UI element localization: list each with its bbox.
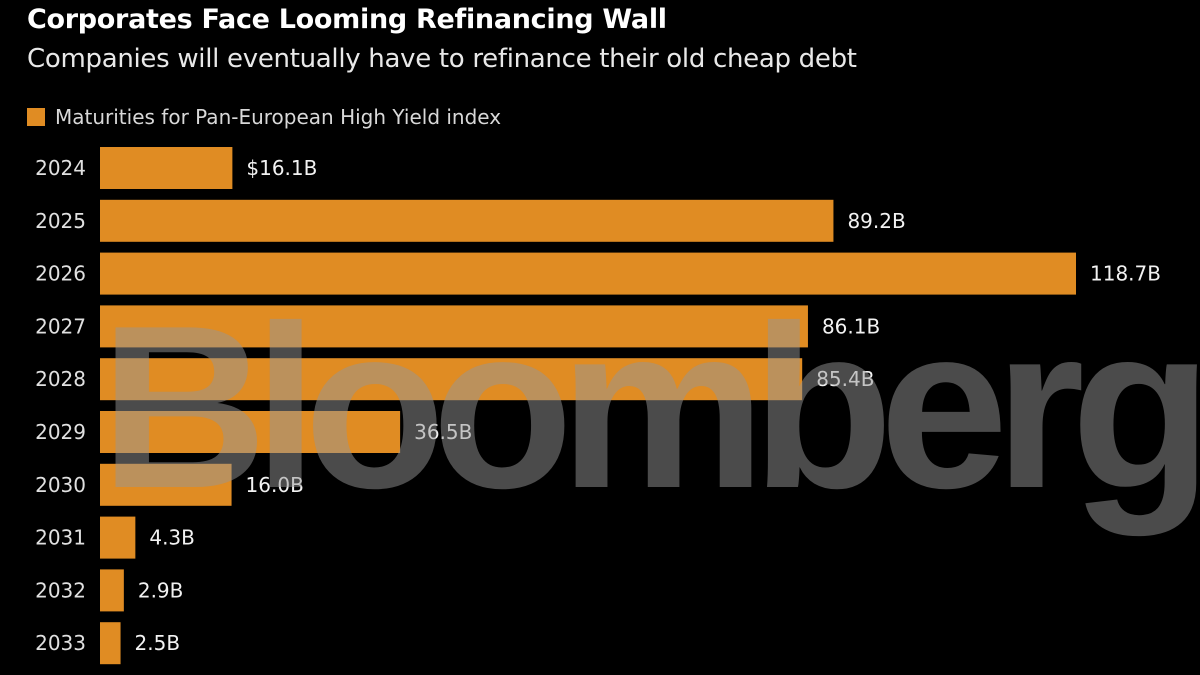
y-tick-label: 2028: [35, 367, 86, 391]
y-tick-label: 2027: [35, 314, 86, 338]
data-label: 36.5B: [414, 420, 472, 444]
data-label: 89.2B: [847, 209, 905, 233]
data-label: $16.1B: [246, 156, 317, 180]
y-tick-label: 2030: [35, 473, 86, 497]
legend-swatch: [27, 108, 45, 126]
bar-2030: [100, 463, 232, 506]
data-label: 2.5B: [135, 631, 181, 655]
data-label: 16.0B: [246, 473, 304, 497]
bar-2024: [100, 147, 233, 189]
chart-subtitle: Companies will eventually have to refina…: [27, 44, 857, 74]
bar-2027: [100, 305, 808, 348]
data-label: 85.4B: [816, 367, 874, 391]
y-tick-label: 2029: [35, 420, 86, 444]
y-tick-label: 2025: [35, 209, 86, 233]
data-label: 118.7B: [1090, 262, 1161, 286]
legend-label: Maturities for Pan-European High Yield i…: [55, 105, 502, 129]
chart-title: Corporates Face Looming Refinancing Wall: [27, 4, 667, 35]
y-tick-label: 2031: [35, 526, 86, 550]
y-tick-label: 2024: [35, 156, 86, 180]
data-label: 86.1B: [822, 314, 880, 338]
data-label: 4.3B: [149, 526, 195, 550]
y-tick-label: 2032: [35, 578, 86, 602]
y-tick-label: 2026: [35, 262, 86, 286]
y-tick-label: 2033: [35, 631, 86, 655]
bar-2032: [100, 569, 124, 612]
bar-2031: [100, 516, 136, 559]
legend: Maturities for Pan-European High Yield i…: [27, 105, 501, 129]
bars-layer: 2024 $16.1B 2025 89.2B 2026 118.7B 2027 86.1B 20…: [35, 147, 1161, 665]
bar-2029: [100, 411, 401, 453]
data-label: 2.9B: [138, 578, 184, 602]
bar-2026: [100, 252, 1076, 295]
bar-2028: [100, 358, 803, 401]
bar-2033: [100, 622, 121, 665]
bar-2025: [100, 199, 834, 242]
